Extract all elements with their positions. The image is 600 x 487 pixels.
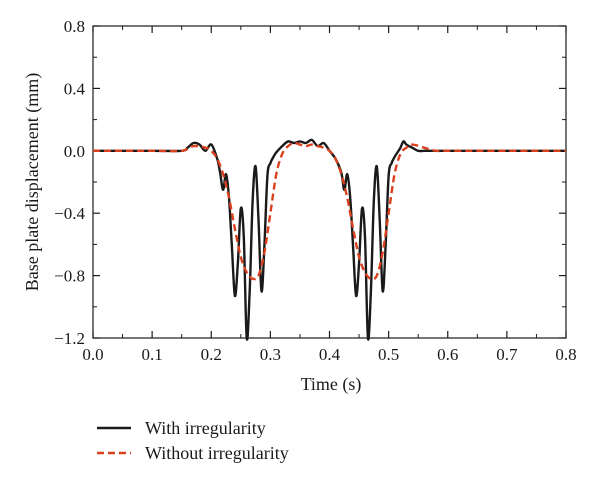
- y-tick-label: −0.8: [54, 267, 85, 286]
- y-tick-label: −1.2: [54, 329, 85, 348]
- x-tick-label: 0.1: [142, 345, 163, 364]
- y-axis-title: Base plate displacement (mm): [22, 73, 43, 291]
- y-tick-label: 0.0: [64, 142, 85, 161]
- x-tick-label: 0.7: [496, 345, 518, 364]
- legend-label-1: With irregularity: [145, 418, 266, 438]
- x-tick-label: 0.0: [82, 345, 103, 364]
- legend-label-2: Without irregularity: [145, 443, 289, 463]
- y-tick-label: 0.8: [64, 17, 85, 36]
- x-axis-title: Time (s): [301, 374, 362, 395]
- plot-frame: [92, 25, 567, 339]
- x-tick-label: 0.6: [437, 345, 458, 364]
- plot-area: 0.0 0.1 0.2 0.3 0.4 0.5 0.6 0.7 0.8 0.8 0.4 0.0 −0.4…: [54, 17, 576, 364]
- series-line-1: [93, 138, 566, 341]
- y-tick-label: −0.4: [54, 204, 85, 223]
- legend: With irregularity Without irregularity: [97, 418, 289, 463]
- x-tick-label: 0.3: [260, 345, 281, 364]
- x-tick-label: 0.8: [555, 345, 576, 364]
- x-tick-label: 0.4: [319, 345, 341, 364]
- x-tick-label: 0.2: [201, 345, 222, 364]
- y-tick-label: 0.4: [64, 79, 86, 98]
- series-line-2: [93, 141, 566, 281]
- x-tick-label: 0.5: [378, 345, 399, 364]
